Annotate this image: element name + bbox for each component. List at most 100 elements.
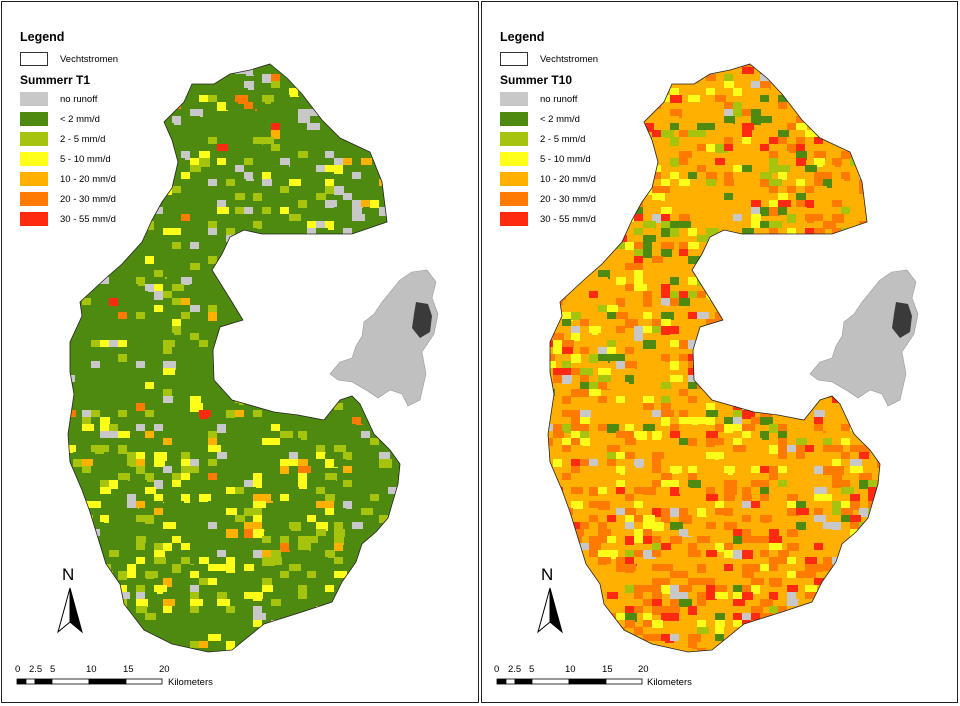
runoff-cell [352,242,364,251]
runoff-cell [643,249,655,258]
runoff-cell [136,158,147,165]
legend-class-row: < 2 mm/d [20,109,118,129]
runoff-cell [580,368,593,376]
runoff-cell [127,284,138,293]
runoff-cell [868,599,878,608]
runoff-cell [643,424,655,431]
runoff-cell [760,466,770,473]
runoff-cell [361,305,374,314]
runoff-cell [226,186,235,195]
runoff-cell [68,641,75,648]
runoff-cell [661,116,673,125]
runoff-cell [181,249,194,257]
runoff-cell [643,480,656,487]
runoff-cell [361,249,374,257]
runoff-cell [136,109,145,118]
runoff-cell [244,592,255,599]
runoff-cell [787,74,799,83]
runoff-cell [805,431,814,440]
runoff-cell [325,627,338,634]
runoff-cell [742,193,754,202]
runoff-cell [73,578,85,586]
runoff-cell [652,165,665,174]
runoff-cell [244,473,255,481]
runoff-cell [778,396,789,404]
runoff-cell [235,186,245,195]
runoff-cell [379,487,388,494]
runoff-cell [361,64,374,68]
runoff-cell [859,571,870,578]
runoff-cell [706,403,717,410]
runoff-cell [154,235,163,244]
runoff-cell [634,543,643,550]
runoff-cell [589,536,601,545]
runoff-cell [877,186,880,193]
runoff-cell [661,417,672,426]
runoff-cell [217,340,227,348]
runoff-cell [91,403,101,411]
runoff-cell [679,417,689,424]
legend-swatch [20,92,48,106]
runoff-cell [226,228,236,235]
runoff-cell [715,144,728,153]
runoff-cell [832,459,845,468]
runoff-cell [598,109,610,118]
runoff-cell [271,144,281,152]
runoff-cell [298,172,307,179]
runoff-cell [724,81,734,88]
runoff-cell [190,354,202,363]
runoff-cell [289,578,301,585]
runoff-cell [361,578,372,587]
runoff-cell [823,634,832,641]
runoff-cell [235,165,248,173]
runoff-cell [607,130,617,138]
runoff-cell [634,158,647,165]
runoff-cell [397,67,400,74]
runoff-cell [145,634,155,642]
runoff-cell [697,312,709,321]
runoff-cell [868,158,880,165]
runoff-cell [589,319,598,327]
runoff-cell [868,214,879,223]
runoff-cell [814,298,823,307]
runoff-cell [163,592,172,599]
runoff-cell [379,158,391,166]
runoff-cell [571,466,583,474]
runoff-cell [118,445,127,454]
runoff-cell [379,165,388,172]
runoff-cell [370,459,379,467]
runoff-cell [859,235,869,243]
runoff-cell [163,270,176,277]
runoff-cell [814,543,826,550]
runoff-cell [199,410,211,419]
runoff-cell [580,256,593,264]
runoff-cell [199,312,211,321]
runoff-cell [634,200,643,208]
runoff-cell [289,186,298,195]
runoff-cell [253,543,263,552]
runoff-cell [226,396,236,405]
runoff-cell [271,550,281,557]
runoff-cell [289,571,301,580]
runoff-cell [670,228,680,237]
runoff-cell [634,130,643,139]
runoff-cell [244,200,253,209]
runoff-cell [742,508,751,515]
runoff-cell [796,326,808,335]
runoff-cell [796,333,806,341]
runoff-cell [379,410,392,417]
runoff-cell [670,585,683,592]
runoff-cell [100,396,112,404]
runoff-cell [289,480,301,488]
runoff-cell [634,284,647,291]
scale-tick-0: 0 [15,664,21,675]
runoff-cell [688,592,701,599]
runoff-cell [778,235,791,244]
runoff-cell [154,515,165,522]
runoff-cell [397,151,400,159]
runoff-cell [643,606,655,613]
runoff-cell [670,74,683,83]
runoff-cell [787,585,798,594]
runoff-cell [235,487,247,494]
runoff-cell [823,445,832,454]
